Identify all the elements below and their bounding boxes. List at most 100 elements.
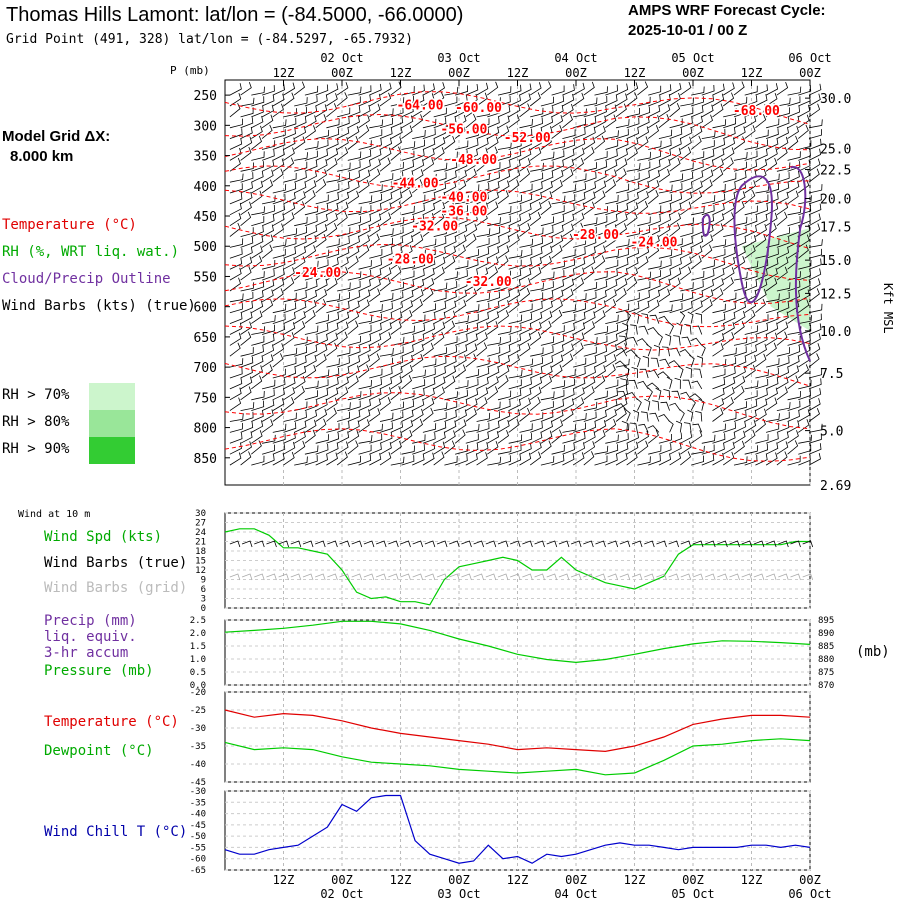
wind-barb bbox=[530, 311, 543, 324]
wind-barb bbox=[293, 201, 306, 216]
wind-barb bbox=[519, 288, 531, 303]
wind-barb-grid bbox=[741, 573, 753, 581]
wind-barb bbox=[390, 116, 404, 129]
chart-title: Thomas Hills Lamont: lat/lon = (-84.5000… bbox=[6, 4, 464, 26]
wind-barb bbox=[519, 378, 532, 390]
wind-barb bbox=[326, 293, 341, 303]
wind-barb bbox=[294, 181, 307, 194]
wind-barb bbox=[358, 299, 370, 314]
wind-barb bbox=[722, 147, 735, 161]
wind-barb bbox=[283, 302, 297, 314]
wind-barb bbox=[433, 117, 447, 129]
wind-barb bbox=[433, 301, 447, 314]
wind-barb bbox=[379, 108, 394, 118]
wind-barb bbox=[765, 332, 778, 346]
wind-barb bbox=[422, 342, 434, 357]
wind-barb bbox=[594, 335, 608, 346]
wind-barb bbox=[616, 347, 628, 357]
wind-barb-true bbox=[717, 540, 728, 548]
wind-barb bbox=[594, 410, 607, 422]
wind-barb bbox=[808, 83, 822, 96]
wind-barb bbox=[379, 173, 394, 183]
wind-barb bbox=[680, 236, 693, 248]
wind-speed-line bbox=[224, 528, 810, 606]
windchill-panel-tick-label: -45 bbox=[190, 821, 206, 831]
wind-barb bbox=[733, 151, 748, 161]
wind-barb-grid bbox=[546, 573, 558, 581]
wind-barb bbox=[680, 116, 693, 129]
wind-barb bbox=[808, 148, 822, 161]
wind-barb bbox=[765, 83, 779, 96]
wind-barb bbox=[712, 333, 725, 346]
wind-barb bbox=[594, 255, 606, 270]
wind-barb bbox=[641, 313, 649, 324]
wind-barb-grid bbox=[802, 573, 814, 581]
pressure-right-tick-label: 875 bbox=[818, 668, 834, 678]
wind-barb bbox=[261, 94, 275, 107]
wind-barb bbox=[412, 314, 426, 324]
wind-barb bbox=[283, 277, 295, 292]
wind-barb bbox=[562, 194, 576, 205]
wind-barb bbox=[733, 201, 745, 216]
wind-barb bbox=[673, 335, 681, 346]
temperature-contour bbox=[224, 91, 811, 125]
wind-barb bbox=[808, 193, 822, 205]
wind-barb-true bbox=[656, 540, 667, 548]
wind-barb bbox=[648, 160, 661, 172]
wind-barb bbox=[776, 366, 790, 379]
wind-barb bbox=[454, 114, 467, 129]
wind-barb bbox=[358, 334, 372, 346]
temp-series-label: Temperature (°C) bbox=[44, 714, 179, 730]
dewpoint-line bbox=[224, 738, 811, 776]
wind-barb bbox=[605, 179, 616, 194]
wind-barb bbox=[251, 180, 264, 194]
wind-barb bbox=[626, 92, 638, 107]
rh-70-swatch bbox=[89, 383, 135, 410]
wind-barb bbox=[529, 201, 542, 216]
wind-barb bbox=[798, 364, 809, 379]
wind-barb-grid bbox=[619, 573, 631, 581]
wind-barb bbox=[326, 322, 339, 335]
wind-barb bbox=[412, 204, 425, 216]
wind-panel-tick-label: 6 bbox=[201, 585, 206, 595]
wind-barb bbox=[572, 432, 586, 444]
top-axis-hour: 00Z bbox=[331, 66, 353, 80]
wind-barb bbox=[422, 332, 435, 346]
wind-barb bbox=[497, 364, 510, 379]
wind-barb bbox=[240, 331, 252, 346]
wind-barb bbox=[644, 398, 651, 411]
wind-barb bbox=[454, 454, 468, 466]
wind-barb bbox=[594, 445, 609, 455]
wind-barb bbox=[733, 106, 747, 118]
wind-barb bbox=[261, 354, 274, 368]
wind-barb bbox=[684, 324, 692, 335]
wind-barb-true bbox=[485, 540, 497, 548]
wind-barb bbox=[261, 214, 275, 227]
wind-barb bbox=[508, 389, 522, 401]
wind-barb bbox=[390, 191, 403, 205]
wind-barb bbox=[347, 410, 361, 422]
wind-barb bbox=[658, 149, 672, 161]
wind-barb bbox=[379, 92, 392, 107]
wind-barb-grid bbox=[412, 573, 424, 581]
wind-barb bbox=[572, 183, 586, 194]
wind-barb bbox=[733, 346, 747, 357]
wind-barb bbox=[594, 400, 608, 411]
wind-barb bbox=[508, 114, 520, 129]
wind-barb bbox=[508, 314, 523, 324]
wind-barb bbox=[272, 148, 285, 161]
wind-barb bbox=[637, 255, 649, 270]
wind-barb bbox=[379, 347, 394, 357]
wind-barb bbox=[347, 335, 361, 346]
wind-barb bbox=[712, 423, 726, 433]
wind-barb bbox=[229, 128, 243, 139]
wind-barb bbox=[723, 117, 737, 129]
wind-barb bbox=[529, 321, 542, 335]
wind-barb bbox=[422, 287, 434, 303]
wind-barb bbox=[605, 250, 619, 259]
wind-barb bbox=[680, 282, 694, 292]
wind-barb-true bbox=[668, 540, 680, 548]
wind-barb bbox=[304, 455, 318, 466]
wind-barb bbox=[744, 344, 757, 357]
wind-barb bbox=[573, 108, 587, 118]
